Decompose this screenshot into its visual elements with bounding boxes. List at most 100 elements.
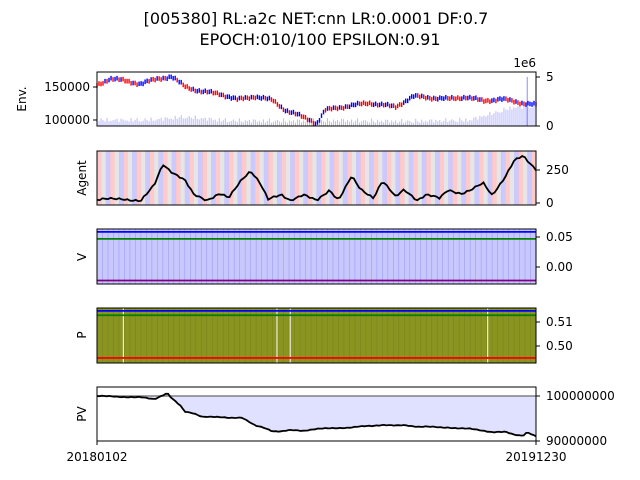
action-band bbox=[294, 151, 300, 205]
action-band bbox=[263, 151, 269, 205]
action-band bbox=[465, 151, 471, 205]
action-band bbox=[500, 151, 506, 205]
action-band bbox=[176, 151, 181, 205]
value-plot-area bbox=[97, 229, 536, 284]
action-band bbox=[233, 151, 238, 205]
env-left-tick: 100000 bbox=[44, 113, 90, 127]
portfolio-panel: PV 100000000 90000000 20180102 20191230 bbox=[66, 386, 615, 464]
action-band bbox=[206, 151, 212, 205]
action-band bbox=[456, 151, 462, 205]
action-band bbox=[514, 151, 519, 205]
env-ylabel: Env. bbox=[15, 86, 29, 111]
action-band bbox=[228, 151, 234, 205]
agent-panel: Agent 250 0 bbox=[75, 150, 569, 210]
env-panel: Env. 150000 100000 1e6 5 0 bbox=[15, 56, 554, 133]
action-band bbox=[373, 151, 379, 205]
action-band bbox=[184, 151, 190, 205]
action-band bbox=[193, 151, 199, 205]
holdings-line bbox=[96, 154, 537, 203]
action-band bbox=[338, 151, 344, 205]
action-band bbox=[439, 151, 445, 205]
agent-ylabel: Agent bbox=[75, 160, 89, 196]
action-band bbox=[158, 151, 164, 205]
env-plot-area bbox=[96, 74, 537, 127]
action-band bbox=[268, 151, 273, 205]
action-band bbox=[105, 151, 111, 205]
action-band bbox=[276, 151, 282, 205]
agent-plot-area bbox=[96, 151, 537, 205]
action-band bbox=[443, 151, 449, 205]
action-band bbox=[215, 151, 221, 205]
action-band bbox=[496, 151, 502, 205]
policy-frame bbox=[96, 307, 537, 364]
action-band bbox=[171, 151, 177, 205]
action-band bbox=[399, 151, 405, 205]
action-band bbox=[272, 151, 278, 205]
action-band bbox=[259, 151, 265, 205]
action-band bbox=[307, 151, 313, 205]
action-band bbox=[140, 151, 146, 205]
action-band bbox=[408, 151, 414, 205]
action-band bbox=[395, 151, 401, 205]
env-left-tick: 150000 bbox=[44, 80, 90, 94]
value-frame bbox=[96, 228, 537, 285]
action-band bbox=[531, 151, 537, 205]
agent-right-tick: 250 bbox=[546, 163, 569, 177]
action-band bbox=[329, 151, 335, 205]
x-tick-label-end: 20191230 bbox=[505, 450, 566, 464]
action-band bbox=[202, 151, 208, 205]
action-band bbox=[127, 151, 133, 205]
action-band bbox=[110, 151, 115, 205]
portfolio-right-tick: 90000000 bbox=[546, 434, 607, 448]
action-band bbox=[478, 151, 484, 205]
portfolio-plot-area bbox=[96, 392, 537, 438]
action-band bbox=[197, 151, 203, 205]
value-right-tick: 0.00 bbox=[546, 260, 573, 274]
env-frame bbox=[96, 71, 537, 127]
action-band bbox=[145, 151, 150, 205]
action-band bbox=[360, 151, 366, 205]
action-band bbox=[211, 151, 216, 205]
x-tick-label-start: 20180102 bbox=[66, 450, 127, 464]
portfolio-ylabel: PV bbox=[75, 405, 89, 421]
action-band bbox=[237, 151, 243, 205]
env-right-tick: 0 bbox=[546, 119, 554, 133]
action-band bbox=[167, 151, 172, 205]
action-band bbox=[391, 151, 396, 205]
action-band bbox=[136, 151, 142, 205]
action-band bbox=[347, 151, 352, 205]
policy-right-tick: 0.50 bbox=[546, 339, 573, 353]
action-band bbox=[527, 151, 532, 205]
action-band bbox=[461, 151, 467, 205]
action-band bbox=[342, 151, 348, 205]
action-band bbox=[474, 151, 480, 205]
env-right-multiplier: 1e6 bbox=[513, 56, 536, 70]
action-band bbox=[334, 151, 339, 205]
action-band bbox=[413, 151, 418, 205]
action-band bbox=[250, 151, 256, 205]
value-right-tick: 0.05 bbox=[546, 230, 573, 244]
action-band bbox=[452, 151, 458, 205]
action-band bbox=[303, 151, 309, 205]
action-band bbox=[356, 151, 361, 205]
action-band bbox=[448, 151, 453, 205]
action-band bbox=[417, 151, 423, 205]
action-band bbox=[312, 151, 317, 205]
chart-title-line-2: EPOCH:010/100 EPSILON:0.91 bbox=[199, 30, 440, 49]
action-band bbox=[281, 151, 287, 205]
action-band bbox=[483, 151, 489, 205]
action-band bbox=[386, 151, 392, 205]
action-band bbox=[219, 151, 225, 205]
action-band bbox=[316, 151, 322, 205]
policy-panel: P 0.51 0.50 bbox=[75, 307, 573, 364]
action-band bbox=[369, 151, 374, 205]
action-band bbox=[364, 151, 370, 205]
env-right-tick: 5 bbox=[546, 70, 554, 84]
chart-title-line-1: [005380] RL:a2c NET:cnn LR:0.0001 DF:0.7 bbox=[144, 9, 489, 28]
action-band bbox=[101, 151, 107, 205]
action-band bbox=[320, 151, 326, 205]
agent-right-tick: 0 bbox=[546, 196, 554, 210]
action-band bbox=[430, 151, 436, 205]
action-band bbox=[149, 151, 155, 205]
